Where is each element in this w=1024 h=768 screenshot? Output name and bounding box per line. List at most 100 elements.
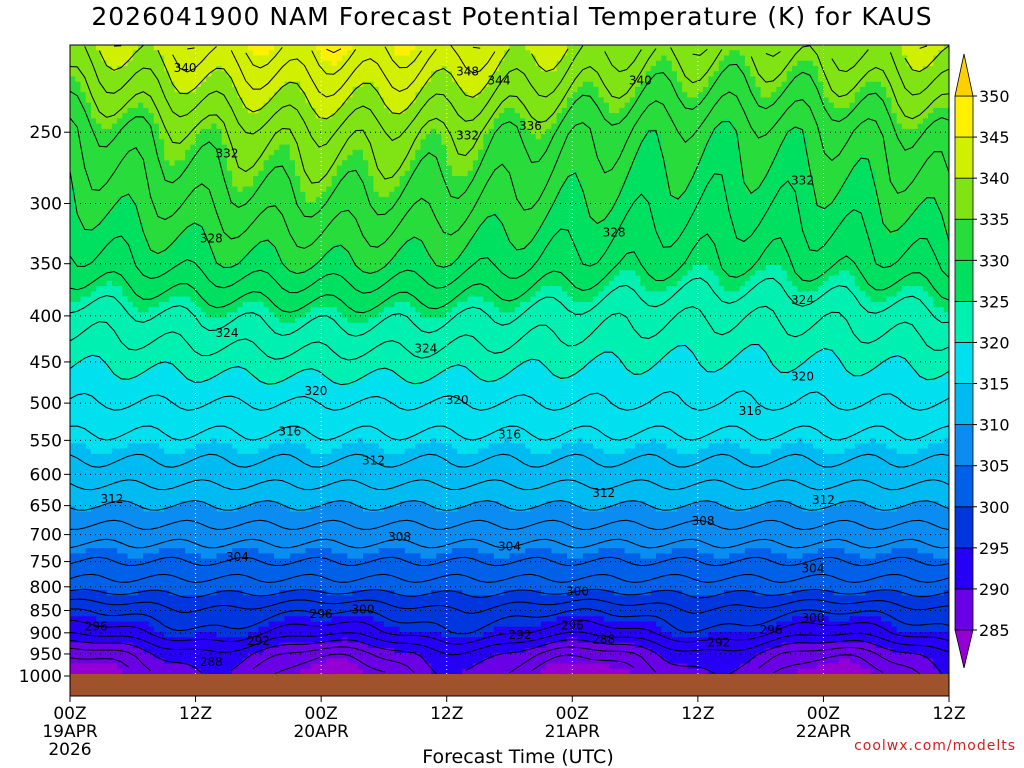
contour-332 — [70, 91, 949, 249]
contour-label: 308 — [692, 514, 715, 528]
x-tick-label: 12Z — [681, 704, 714, 724]
contour-342 — [113, 45, 928, 98]
contour-label: 300 — [802, 611, 825, 625]
contour-320 — [70, 343, 949, 386]
contour-label: 312 — [592, 486, 615, 500]
y-tick-label: 700 — [30, 526, 62, 546]
contour-290 — [70, 639, 943, 675]
contour-label: 312 — [812, 493, 835, 507]
contour-334 — [70, 63, 949, 218]
x-tick-label: 22APR — [796, 722, 852, 742]
colorbar-segment — [954, 177, 974, 220]
contour-label: 292 — [707, 635, 730, 649]
x-tick-label: 20APR — [293, 722, 349, 742]
colorbar-label: 285 — [979, 621, 1010, 640]
colorbar-segment — [954, 259, 974, 302]
x-axis-label: Forecast Time (UTC) — [0, 746, 1024, 768]
contour-label: 340 — [629, 74, 652, 88]
colorbar-label: 340 — [979, 169, 1010, 188]
x-tick-label: 12Z — [932, 704, 965, 724]
contour-label: 312 — [362, 453, 385, 467]
contour-label: 328 — [200, 231, 223, 245]
x-tick-label: 00Z — [305, 704, 338, 724]
colorbar-label: 295 — [979, 539, 1010, 558]
plot-frame — [69, 44, 950, 697]
contour-label: 288 — [592, 632, 615, 646]
contour-296 — [70, 608, 949, 635]
contour-300 — [70, 588, 949, 599]
y-tick-label: 800 — [30, 578, 62, 598]
y-tick-label: 850 — [30, 601, 62, 621]
y-tick-label: 350 — [30, 255, 62, 275]
colorbar-label: 290 — [979, 580, 1010, 599]
colorbar-label: 345 — [979, 128, 1010, 147]
contour-label: 324 — [414, 342, 437, 356]
contour-label: 348 — [456, 64, 479, 78]
contour-label: 316 — [278, 425, 301, 439]
colorbar-segment — [954, 465, 974, 508]
x-tick-label: 00Z — [53, 704, 86, 724]
y-tick-label: 450 — [30, 353, 62, 373]
y-tick-label: 400 — [30, 307, 62, 327]
contour-324 — [70, 277, 949, 337]
contour-308 — [70, 519, 949, 531]
y-tick-label: 300 — [30, 194, 62, 214]
contour-label: 320 — [791, 369, 814, 383]
theta-contour-lines — [70, 45, 949, 675]
contour-label: 304 — [498, 540, 521, 554]
x-tick-label: 21APR — [545, 722, 601, 742]
contour-314 — [70, 453, 949, 468]
contour-340 — [98, 45, 949, 120]
colorbar-segment — [954, 136, 974, 179]
colorbar-label: 300 — [979, 498, 1010, 517]
contour-label: 340 — [174, 61, 197, 75]
contour-label: 316 — [739, 404, 762, 418]
contour-label: 288 — [200, 655, 223, 669]
contour-label: 320 — [304, 384, 327, 398]
colorbar-max-arrow — [954, 53, 974, 97]
contour-label: 324 — [791, 293, 814, 307]
contour-label: 292 — [247, 634, 270, 648]
contour-label: 296 — [760, 623, 783, 637]
contour-label: 332 — [791, 174, 814, 188]
contour-label: 304 — [802, 561, 825, 575]
contour-322 — [70, 305, 949, 361]
y-tick-label: 650 — [30, 497, 62, 517]
y-tick-label: 1000 — [19, 667, 62, 687]
colorbar-segment — [954, 506, 974, 549]
contour-labels: 340 348 344 340 332 336 332 332 328 328 324 324 324 3… — [85, 61, 835, 669]
colorbar-segment — [954, 588, 974, 631]
contour-label: 296 — [85, 620, 108, 634]
contour-304 — [70, 556, 949, 567]
colorbar-segment — [954, 300, 974, 343]
contour-label: 304 — [226, 550, 249, 564]
y-axis-ticks: 250 300 350 400 450 500 550 600 650 700 750 800 850 9… — [19, 123, 70, 687]
source-credit: coolwx.com/modelts — [854, 738, 1016, 754]
contour-label: 308 — [388, 530, 411, 544]
contour-label: 328 — [603, 225, 626, 239]
contour-336 — [70, 45, 949, 184]
contour-292 — [70, 631, 949, 656]
contour-label: 312 — [100, 492, 123, 506]
y-tick-label: 500 — [30, 394, 62, 414]
contour-316 — [70, 425, 949, 441]
x-tick-label: 19APR — [42, 722, 98, 742]
colorbar-label: 335 — [979, 210, 1010, 229]
colorbar-segment — [954, 342, 974, 384]
contour-312 — [70, 479, 949, 491]
contour-label: 332 — [216, 147, 239, 161]
colorbar-label: 315 — [979, 375, 1010, 394]
y-tick-label: 250 — [30, 123, 62, 143]
contour-label: 316 — [498, 428, 521, 442]
contour-label: 300 — [566, 585, 589, 599]
colorbar-segment — [954, 95, 974, 138]
x-tick-label: 2026 — [48, 740, 91, 760]
colorbar-segment — [954, 218, 974, 261]
x-tick-label: 00Z — [556, 704, 589, 724]
y-tick-label: 550 — [30, 431, 62, 451]
x-tick-label: 12Z — [430, 704, 463, 724]
colorbar-label: 325 — [979, 292, 1010, 311]
contour-298 — [70, 598, 949, 614]
